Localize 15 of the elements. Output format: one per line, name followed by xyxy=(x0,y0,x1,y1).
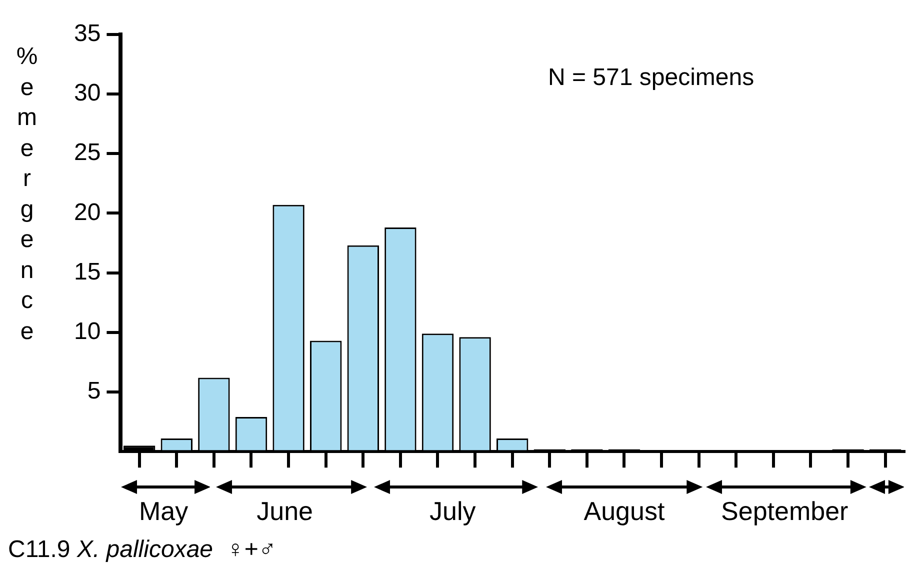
y-tick-label: 10 xyxy=(74,318,101,346)
y-tick-label: 30 xyxy=(74,80,101,107)
text: July xyxy=(428,496,477,527)
y-tick-label: 20 xyxy=(74,198,101,226)
annotation: N = 571 specimens xyxy=(548,64,754,92)
y-tick-label: 25 xyxy=(74,139,101,166)
text: June xyxy=(256,496,314,527)
y-tick-label: 35 xyxy=(74,20,101,48)
y-tick-label: 15 xyxy=(74,258,101,286)
text: % emergence xyxy=(16,43,38,344)
text: August xyxy=(582,496,666,527)
text: May xyxy=(138,496,190,527)
text: C11.9 X. pallicoxae ♀+♂ xyxy=(8,536,276,563)
text: September xyxy=(720,496,850,527)
y-tick-label: 5 xyxy=(87,378,101,405)
